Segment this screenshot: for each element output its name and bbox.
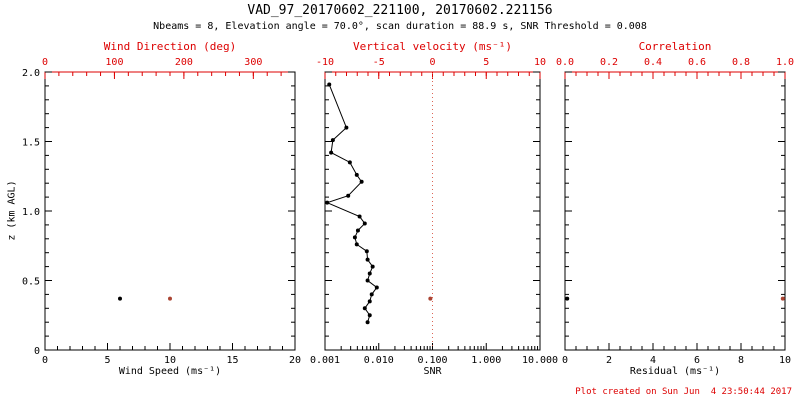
residual-xtick-label: 2 [606, 355, 612, 366]
correlation-marker [780, 296, 785, 301]
wind-x2tick-label: 300 [244, 57, 262, 68]
residual-marker [565, 296, 570, 301]
snr-xtick-label: 0.001 [310, 355, 340, 366]
creation-timestamp: Plot created on Sun Jun 4 23:50:44 2017 [575, 387, 792, 397]
vertical-velocity-axis-title: Vertical velocity (ms⁻¹) [353, 40, 512, 53]
snr-x2tick-label: 10 [534, 57, 546, 68]
wind-xtick-label: 20 [289, 355, 301, 366]
height-tick-label: 0.5 [22, 277, 40, 288]
snr-xtick-label: 10.000 [522, 355, 558, 366]
snr-profile-marker [327, 82, 332, 87]
snr-profile-marker [355, 228, 360, 233]
vertical-velocity-series [428, 296, 433, 301]
height-tick-label: 2.0 [22, 68, 40, 79]
snr-axis-title: SNR [423, 366, 442, 377]
snr-x2tick-label: 5 [483, 57, 489, 68]
wind-x2tick-label: 0 [42, 57, 48, 68]
residual-x2tick-label: 0.6 [688, 57, 706, 68]
snr-profile-marker [374, 285, 379, 290]
snr-profile-marker [367, 271, 372, 276]
wind-direction-axis-title: Wind Direction (deg) [103, 40, 237, 53]
residual-panel: 0 2 4 6 8 10 0.0 0.2 0.4 0.6 0.8 1.0 [556, 57, 794, 366]
wind-x2tick-label: 100 [105, 57, 123, 68]
correlation-axis-title: Correlation [638, 40, 712, 53]
snr-panel: 0.001 0.010 0.100 1.000 10.000 -10 -5 0 5 10 [310, 57, 558, 366]
snr-profile-marker [362, 306, 367, 311]
height-tick-label: 1.5 [22, 138, 40, 149]
wind-xtick-label: 10 [164, 355, 176, 366]
snr-xtick-label: 1.000 [471, 355, 501, 366]
snr-profile-marker [370, 264, 375, 269]
snr-xtick-label: 0.100 [417, 355, 447, 366]
snr-xtick-label: 0.010 [364, 355, 394, 366]
residual-x2tick-label: 1.0 [776, 57, 794, 68]
wind-speed-marker [118, 296, 122, 301]
residual-axis-title: Residual (ms⁻¹) [629, 366, 721, 377]
snr-profile-marker [367, 299, 372, 304]
residual-x2tick-label: 0.2 [600, 57, 618, 68]
snr-profile-marker [369, 292, 374, 297]
snr-profile-marker [352, 235, 357, 240]
correlation-series [780, 296, 785, 301]
wind-speed-axis-title: Wind Speed (ms⁻¹) [118, 366, 222, 377]
height-axis-title: z (km AGL) [6, 180, 18, 241]
wind-xtick-label: 0 [42, 355, 48, 366]
height-tick-label: 0 [34, 346, 40, 357]
snr-profile-marker [365, 257, 370, 262]
snr-profile-marker [329, 150, 334, 155]
snr-profile-marker [354, 172, 359, 177]
snr-profile-marker [347, 160, 352, 165]
snr-profile-marker [359, 179, 364, 184]
wind-direction-series [168, 296, 172, 301]
wind-x2tick-label: 200 [175, 57, 193, 68]
residual-xtick-label: 4 [650, 355, 656, 366]
wind-xtick-label: 15 [226, 355, 238, 366]
vertical-velocity-marker [428, 296, 433, 301]
residual-x2tick-label: 0.8 [732, 57, 750, 68]
residual-xtick-label: 10 [779, 355, 791, 366]
snr-profile-marker [330, 138, 335, 143]
snr-profile-marker [365, 278, 370, 283]
plot-subtitle: Nbeams = 8, Elevation angle = 70.0°, sca… [153, 21, 647, 32]
snr-profile-marker [346, 193, 351, 198]
snr-profile-series [325, 82, 379, 325]
snr-x2tick-label: -10 [316, 57, 334, 68]
residual-x2tick-label: 0.4 [644, 57, 662, 68]
snr-x2tick-label: 0 [429, 57, 435, 68]
residual-xtick-label: 6 [694, 355, 700, 366]
snr-profile-marker [362, 221, 367, 226]
plot-title: VAD_97_20170602_221100, 20170602.221156 [247, 3, 553, 18]
snr-profile-marker [354, 242, 359, 247]
wind-direction-marker [168, 296, 172, 301]
snr-x2tick-label: -5 [373, 57, 385, 68]
residual-xtick-label: 8 [738, 355, 744, 366]
snr-profile-marker [325, 200, 330, 205]
wind-xtick-label: 5 [104, 355, 110, 366]
residual-x2tick-label: 0.0 [556, 57, 574, 68]
snr-profile-marker [367, 313, 372, 318]
residual-xtick-label: 0 [562, 355, 568, 366]
residual-series [565, 296, 570, 301]
wind-speed-series [118, 296, 122, 301]
snr-profile-marker [357, 214, 362, 219]
height-tick-label: 1.0 [22, 207, 40, 218]
snr-profile-marker [344, 125, 349, 130]
snr-profile-marker [365, 320, 370, 325]
snr-profile-marker [364, 249, 369, 254]
